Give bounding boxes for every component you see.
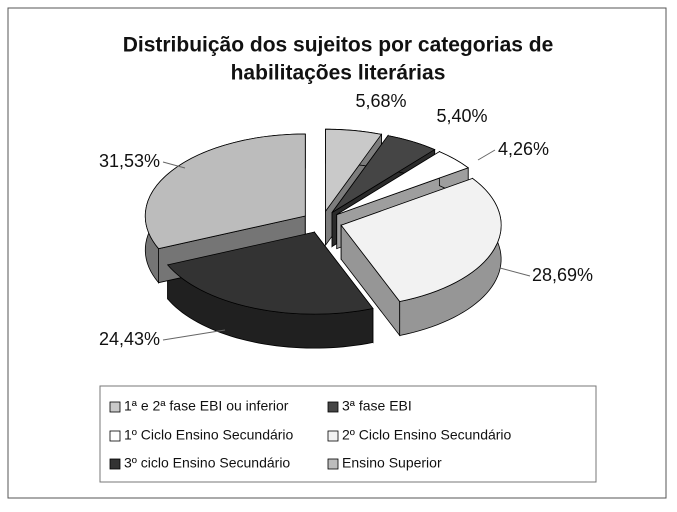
slice	[144, 133, 306, 250]
slice	[340, 177, 502, 302]
legend-swatch	[327, 401, 339, 413]
leader-line	[162, 161, 186, 169]
slice	[325, 128, 383, 213]
leader-line	[477, 149, 496, 161]
legend-label: 1º Ciclo Ensino Secundário	[124, 427, 294, 443]
legend-label: 2º Ciclo Ensino Secundário	[342, 427, 512, 443]
legend-swatch	[109, 430, 121, 442]
data-label: 24,43%	[99, 329, 160, 349]
leader-line	[162, 329, 226, 341]
slice	[331, 135, 436, 213]
legend-label: 3ª fase EBI	[342, 398, 412, 414]
data-label: 31,53%	[99, 151, 160, 171]
legend-swatch	[327, 430, 339, 442]
data-label: 5,40%	[436, 106, 487, 126]
legend-label: 3º ciclo Ensino Secundário	[124, 455, 290, 471]
legend-label: Ensino Superior	[342, 455, 442, 471]
data-label: 28,69%	[532, 265, 593, 285]
legend-swatch	[109, 401, 121, 413]
slice	[336, 151, 470, 215]
legend-swatch	[109, 458, 121, 470]
data-label: 4,26%	[498, 139, 549, 159]
chart-title: Distribuição dos sujeitos por categorias…	[123, 34, 554, 57]
legend-box	[99, 385, 597, 483]
chart-title: habilitações literárias	[231, 62, 446, 85]
legend-label: 1ª e 2ª fase EBI ou inferior	[124, 398, 289, 414]
leader-line	[499, 267, 531, 277]
data-label: 5,68%	[355, 91, 406, 111]
legend-swatch	[327, 458, 339, 470]
slice	[166, 231, 374, 315]
